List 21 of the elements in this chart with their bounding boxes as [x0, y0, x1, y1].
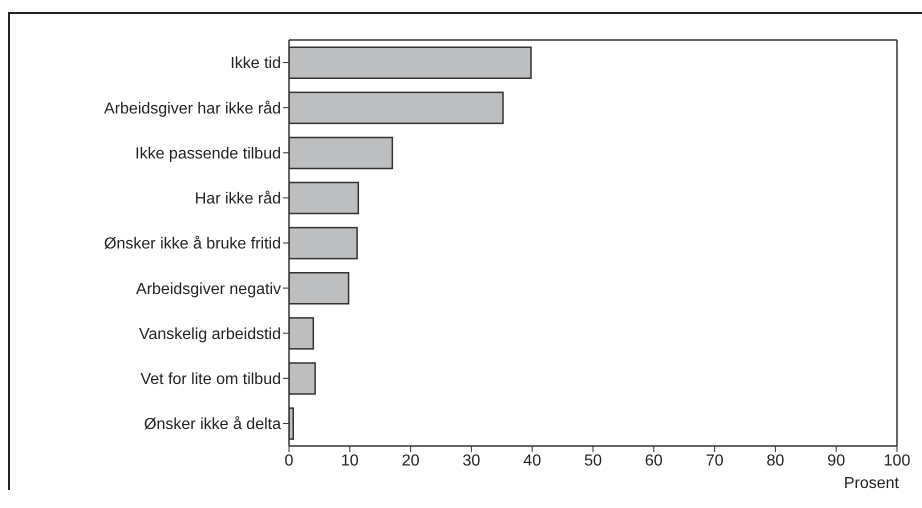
x-tick-label: 80 [766, 452, 784, 470]
x-tick-label: 60 [644, 452, 663, 470]
y-tick-label: Ønsker ikke å bruke fritid [104, 236, 281, 253]
x-tick-label: 30 [462, 452, 480, 470]
y-tick-label: Arbeidsgiver negativ [136, 280, 281, 298]
x-tick-label: 50 [584, 452, 602, 470]
y-tick-label: Har ikke råd [194, 190, 281, 208]
x-tick-label: 20 [402, 452, 420, 470]
x-tick-label: 70 [706, 452, 724, 470]
x-tick-label: 10 [340, 452, 359, 470]
y-tick-label: Ønsker ikke å delta [144, 416, 282, 434]
y-tick-label: Arbeidsgiver har ikke råd [104, 100, 281, 118]
y-tick-label: Ikke passende tilbud [135, 145, 281, 162]
x-tick-label: 100 [884, 452, 910, 470]
y-tick-label: Vet for lite om tilbud [140, 371, 281, 388]
y-tick-label: Vanskelig arbeidstid [138, 326, 281, 343]
x-axis-title: Prosent [844, 475, 900, 492]
y-tick-label: Ikke tid [230, 55, 281, 72]
x-tick-label: 40 [523, 452, 542, 470]
x-tick-label: 0 [284, 452, 294, 470]
x-tick-label: 90 [827, 452, 846, 470]
